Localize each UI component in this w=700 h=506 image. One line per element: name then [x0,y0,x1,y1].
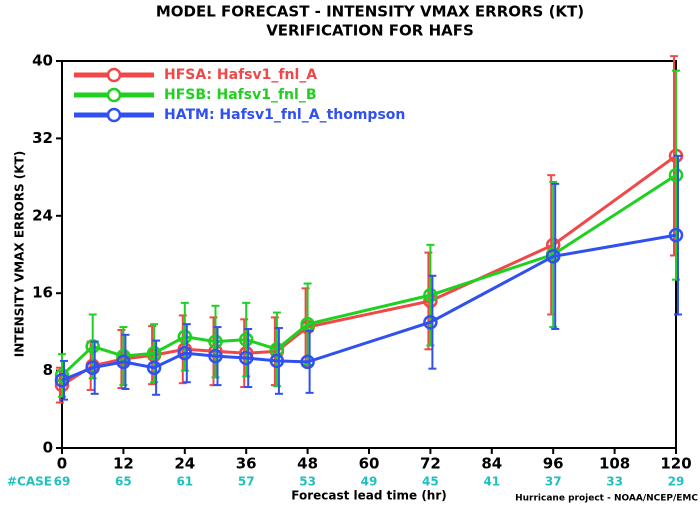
case-count: 49 [361,475,378,489]
y-tick-label: 8 [43,361,53,379]
marker [116,354,131,370]
x-tick-label: 12 [113,455,134,473]
chart-subtitle: VERIFICATION FOR HAFS [266,22,474,40]
y-tick-label: 24 [32,206,53,224]
marker [423,287,438,303]
case-count: 33 [606,475,623,489]
marker [269,353,285,369]
legend-label: HFSB: Hafsv1_fnl_B [164,87,317,103]
case-count: 45 [422,475,439,489]
case-count: 29 [668,475,685,489]
case-count: 69 [54,475,71,489]
case-count: 65 [115,475,132,489]
case-label: #CASE [7,475,52,489]
legend-marker [106,67,122,83]
marker [668,227,684,243]
chart-title: MODEL FORECAST - INTENSITY VMAX ERRORS (… [156,3,584,21]
marker [54,373,70,388]
marker [146,345,162,361]
marker [423,314,438,330]
marker [668,167,684,183]
x-tick-label: 84 [481,455,502,473]
marker [238,332,254,347]
x-tick-label: 60 [359,455,380,473]
legend-label: HFSA: Hafsv1_fnl_A [164,67,317,83]
y-tick-label: 32 [32,129,53,147]
y-tick-label: 40 [32,52,53,70]
case-count: 37 [545,475,562,489]
x-tick-label: 96 [543,455,564,473]
marker [300,354,315,370]
legend-marker [106,87,122,103]
footer: Hurricane project - NOAA/NCEP/EMC [515,494,698,504]
x-tick-label: 24 [174,455,195,473]
case-count: 41 [483,475,500,489]
x-axis-label: Forecast lead time (hr) [291,489,447,503]
marker [177,329,193,344]
marker [85,360,100,375]
x-tick-label: 0 [57,455,67,473]
marker [85,339,100,354]
y-axis-label: INTENSITY VMAX ERRORS (KT) [13,151,27,357]
case-count: 57 [238,475,255,489]
marker [208,348,223,364]
legend-label: HATM: Hafsv1_fnl_A_thompson [164,107,405,123]
x-tick-label: 72 [420,455,441,473]
y-tick-label: 16 [32,284,53,302]
marker [238,350,254,366]
y-tick-label: 0 [43,439,53,457]
x-tick-label: 120 [660,455,691,473]
legend-marker [106,107,122,123]
x-tick-label: 36 [236,455,257,473]
marker [208,334,223,349]
x-tick-label: 48 [297,455,318,473]
x-tick-label: 108 [599,455,630,473]
marker [545,249,561,264]
marker [54,368,70,383]
case-count: 61 [176,475,193,489]
marker [146,360,162,375]
marker [177,345,193,361]
case-count: 53 [299,475,316,489]
